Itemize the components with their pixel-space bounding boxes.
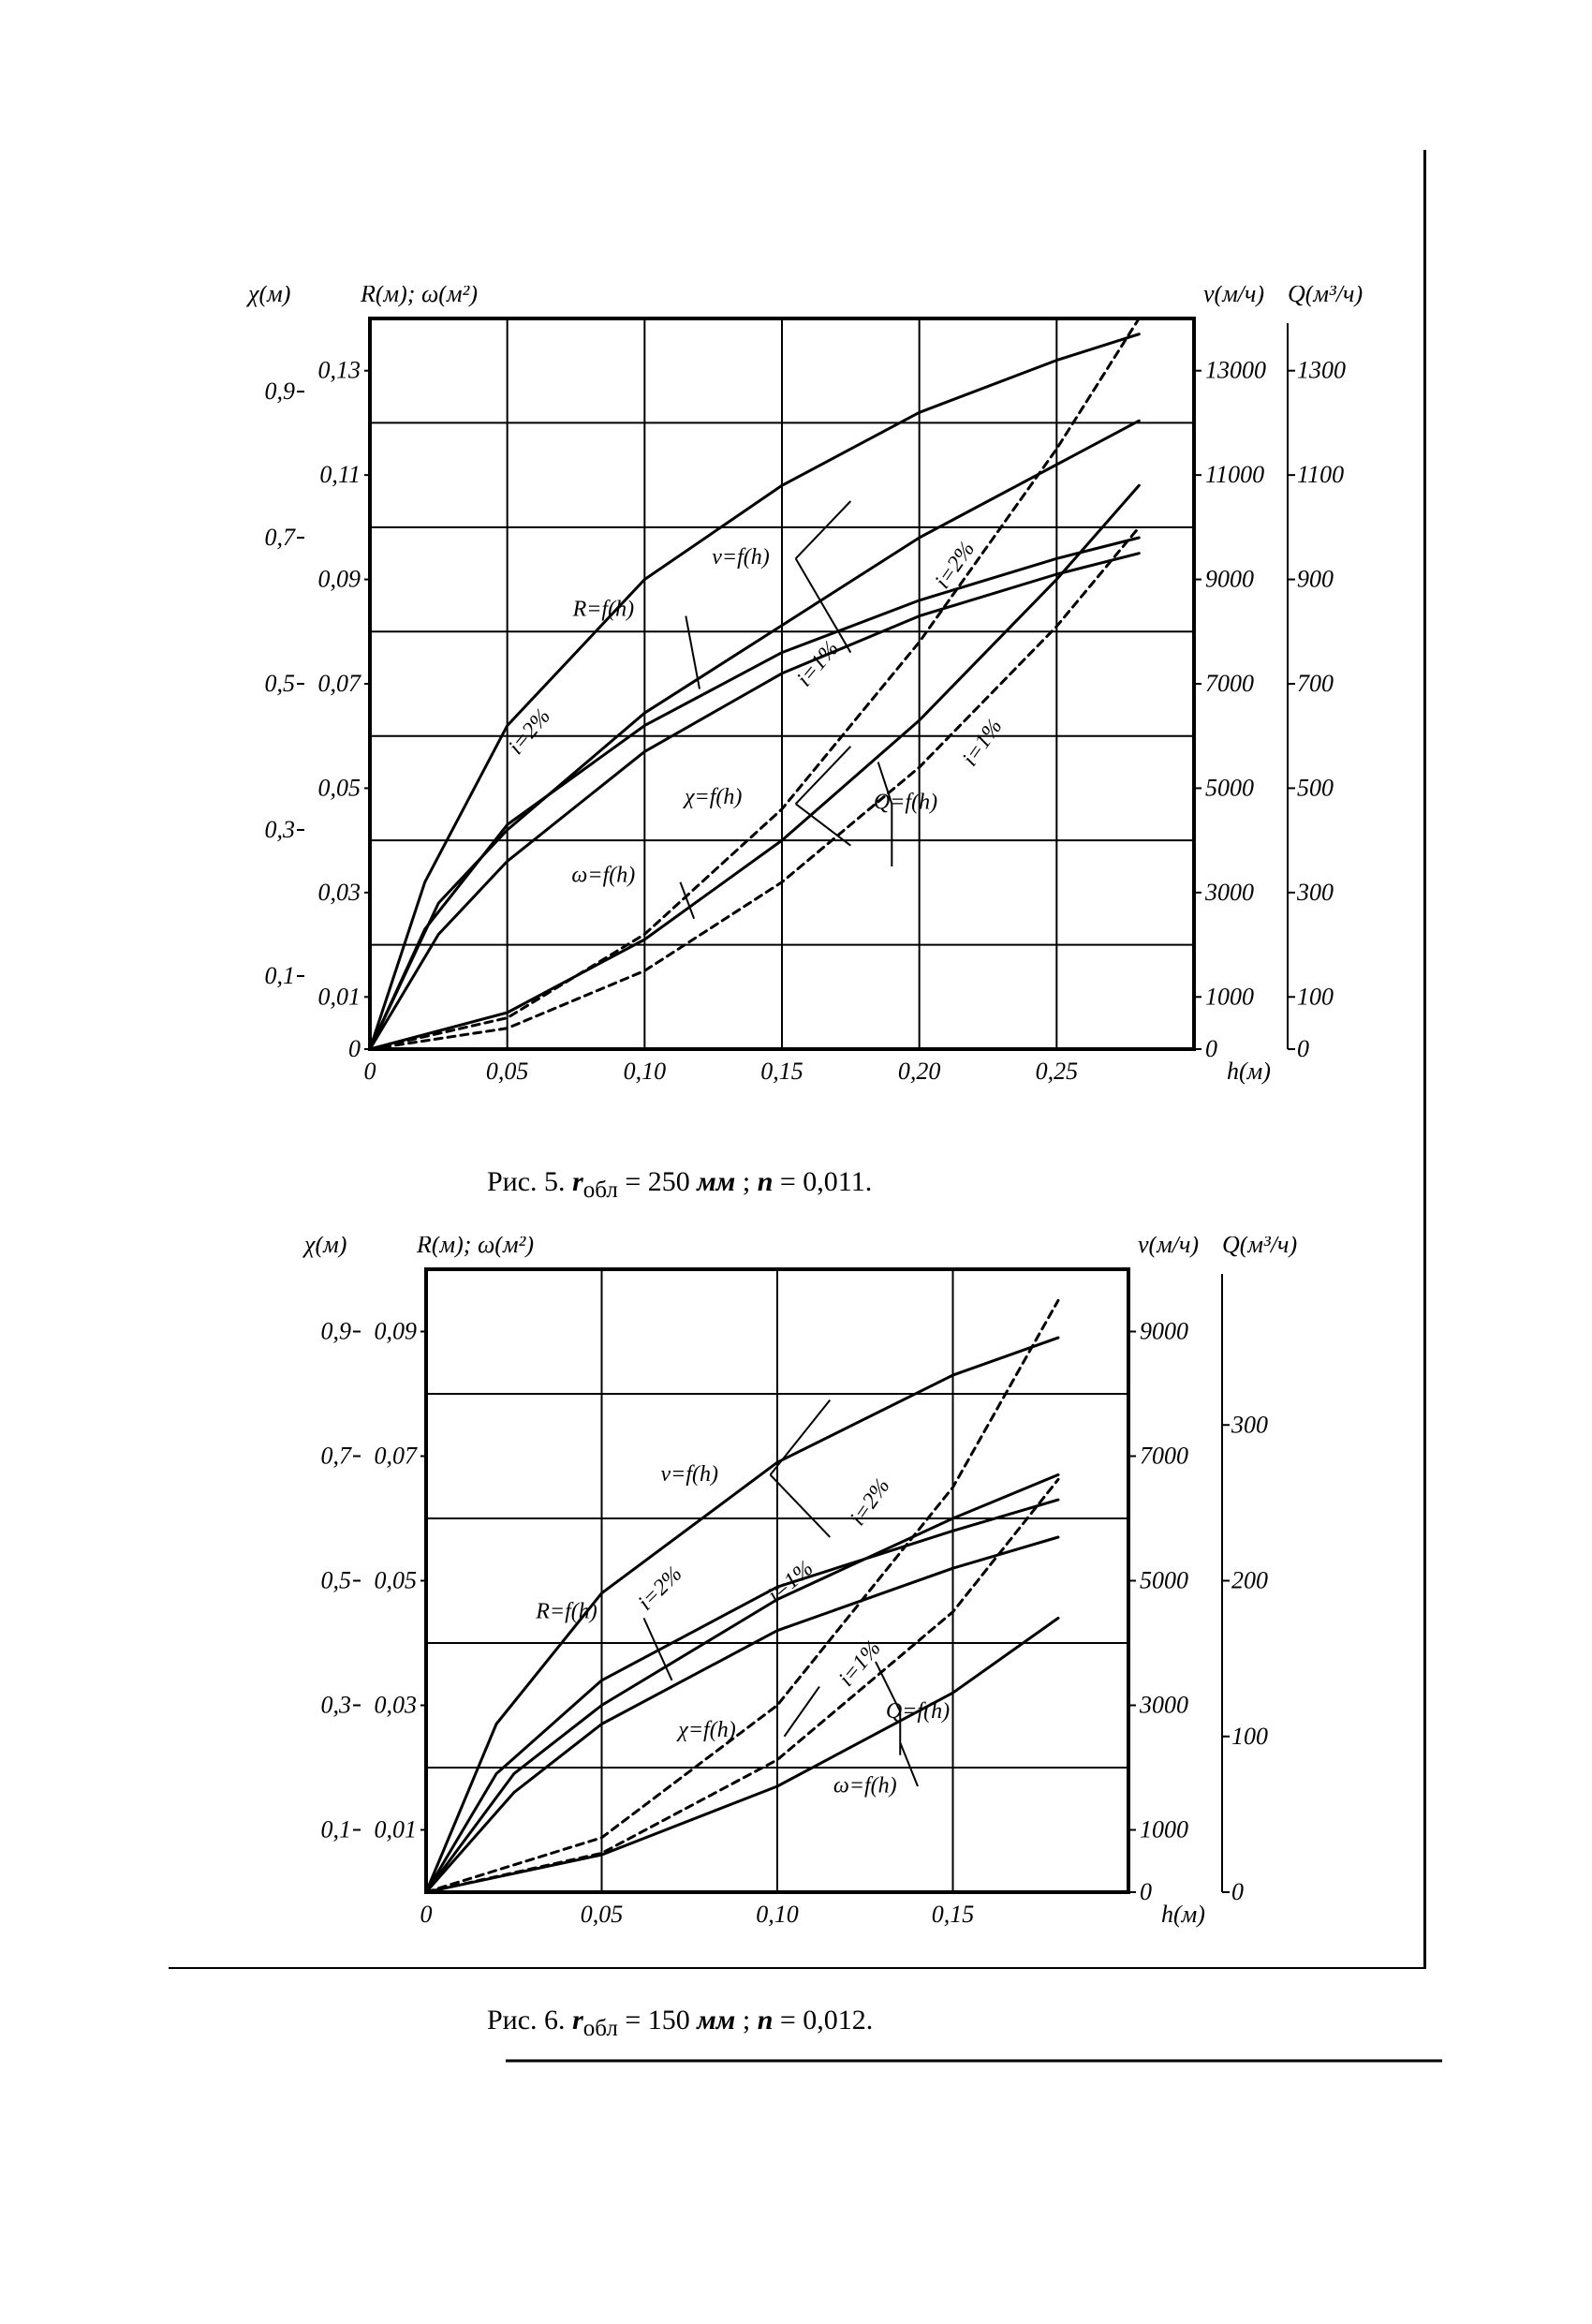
footer-rule <box>0 0 1592 2324</box>
